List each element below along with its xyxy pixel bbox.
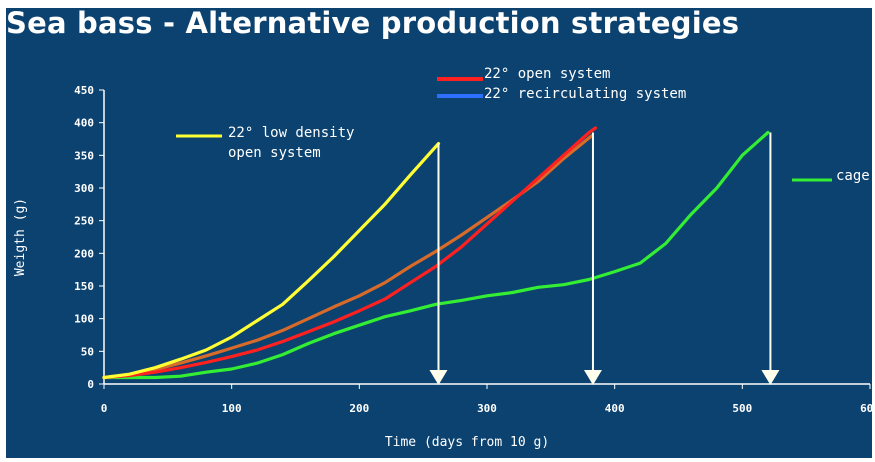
x-axis-label: Time (days from 10 g) [385, 435, 549, 450]
y-tick-label: 400 [74, 117, 94, 130]
x-tick-label: 100 [222, 402, 242, 415]
y-tick-label: 50 [81, 345, 94, 358]
drop-arrow-head [761, 370, 780, 385]
legend-label-low-density-2: open system [228, 145, 321, 161]
y-tick-label: 300 [74, 182, 94, 195]
legend-label-open-system: 22° open system [484, 66, 610, 82]
y-axis-label: Weigth (g) [13, 198, 28, 276]
y-tick-label: 150 [74, 280, 94, 293]
y-tick-label: 100 [74, 313, 94, 326]
y-tick-label: 350 [74, 149, 94, 162]
y-tick-label: 0 [87, 378, 94, 391]
series-line-0 [102, 142, 441, 380]
series-line-1 [102, 126, 598, 380]
drop-arrow-head [583, 370, 602, 385]
x-tick-label: 500 [732, 402, 752, 415]
x-tick-label: 600 [860, 402, 875, 415]
drop-arrow-head [429, 370, 448, 385]
chart-title: Sea bass - Alternative production strate… [6, 6, 740, 40]
x-tick-label: 200 [349, 402, 369, 415]
legend-label-low-density-1: 22° low density [228, 125, 354, 141]
x-tick-label: 0 [101, 402, 108, 415]
series-line-3 [102, 130, 770, 380]
series-line-2 [102, 134, 594, 380]
legend-label-recirculating: 22° recirculating system [484, 86, 686, 102]
y-tick-label: 450 [74, 84, 94, 97]
legend-label-cage: cage [836, 168, 870, 184]
y-tick-label: 250 [74, 215, 94, 228]
x-tick-label: 300 [477, 402, 497, 415]
y-tick-label: 200 [74, 247, 94, 260]
x-tick-label: 400 [605, 402, 625, 415]
